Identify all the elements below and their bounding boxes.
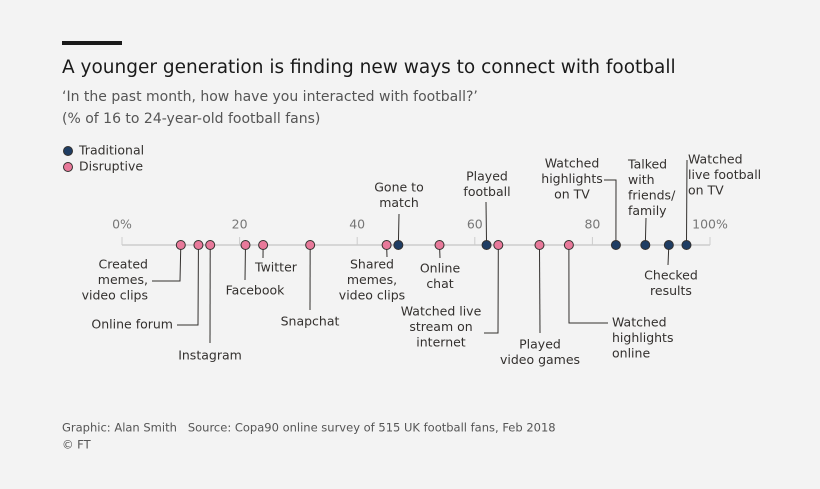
point-label: on TV: [688, 183, 724, 198]
legend-label: Disruptive: [79, 159, 143, 174]
subtitle: (% of 16 to 24-year-old football fans): [62, 111, 320, 127]
point-label: Snapchat: [281, 314, 340, 329]
point-label: chat: [426, 276, 453, 291]
point-label: highlights: [612, 330, 673, 345]
x-tick-label: 40: [349, 217, 365, 232]
point-label: Online: [420, 261, 461, 276]
point-label: Watched live: [401, 304, 482, 319]
x-tick-label: 20: [232, 217, 248, 232]
point-label: match: [379, 195, 419, 210]
point-label: friends/: [628, 188, 676, 203]
point-label: Checked: [644, 268, 698, 283]
dot: [205, 240, 216, 250]
dot: [534, 240, 545, 250]
point-label: Online forum: [91, 317, 173, 332]
x-tick-label: 0%: [112, 217, 132, 232]
point-label: Played: [466, 169, 508, 184]
point-label: memes,: [347, 272, 397, 287]
point-label: Watched: [545, 156, 600, 171]
dot: [175, 240, 186, 250]
point-label: family: [628, 203, 667, 218]
point-label: Instagram: [178, 348, 242, 363]
legend-marker: [63, 162, 73, 172]
point-label: on TV: [554, 187, 590, 202]
point-label: online: [612, 346, 650, 361]
point-label: Gone to: [374, 180, 423, 195]
point-label: football: [463, 184, 510, 199]
leader-line: [177, 244, 199, 326]
point-label: Created: [99, 257, 148, 272]
title-bar: [62, 41, 122, 45]
footer: Graphic: Alan Smith Source: Copa90 onlin…: [62, 421, 556, 435]
point-label: Talked: [627, 157, 667, 172]
leader-line: [152, 244, 182, 282]
dot: [610, 240, 621, 250]
leader-line: [485, 201, 488, 246]
footer: © FT: [62, 438, 92, 452]
dot: [393, 240, 404, 250]
dot: [193, 240, 204, 250]
leader-line: [538, 244, 541, 334]
point-label: stream on: [409, 319, 472, 334]
point-label: Played: [519, 337, 561, 352]
point-label: Watched: [688, 152, 743, 167]
subtitle: ‘In the past month, how have you interac…: [62, 89, 478, 105]
dot: [305, 240, 316, 250]
leader-line: [397, 213, 400, 246]
point-label: video clips: [339, 288, 405, 303]
dot: [258, 240, 269, 250]
legend-label: Traditional: [78, 143, 144, 158]
dot: [640, 240, 651, 250]
dot: [681, 240, 692, 250]
point-label: live football: [688, 167, 761, 182]
point-label: video games: [500, 352, 580, 367]
dot: [493, 240, 504, 250]
x-tick-label: 100%: [692, 217, 728, 232]
point-label: memes,: [98, 272, 148, 287]
point-label: video clips: [82, 288, 148, 303]
dot: [381, 240, 392, 250]
x-tick-label: 80: [584, 217, 600, 232]
x-tick-label: 60: [467, 217, 483, 232]
dot: [563, 240, 574, 250]
point-label: Watched: [612, 315, 667, 330]
legend-marker: [63, 146, 73, 156]
dot: [663, 240, 674, 250]
chart-title: A younger generation is finding new ways…: [62, 57, 676, 78]
leader-line: [685, 159, 688, 246]
dot: [240, 240, 251, 250]
point-label: Facebook: [226, 283, 285, 298]
point-label: internet: [416, 335, 466, 350]
point-label: Shared: [350, 257, 394, 272]
dot: [481, 240, 492, 250]
point-label: with: [628, 172, 655, 187]
leader-line: [604, 179, 617, 246]
dot: [434, 240, 445, 250]
point-label: Twitter: [254, 260, 298, 275]
leader-line: [484, 244, 499, 334]
point-label: results: [650, 283, 692, 298]
leader-line: [568, 244, 608, 324]
point-label: highlights: [541, 171, 602, 186]
